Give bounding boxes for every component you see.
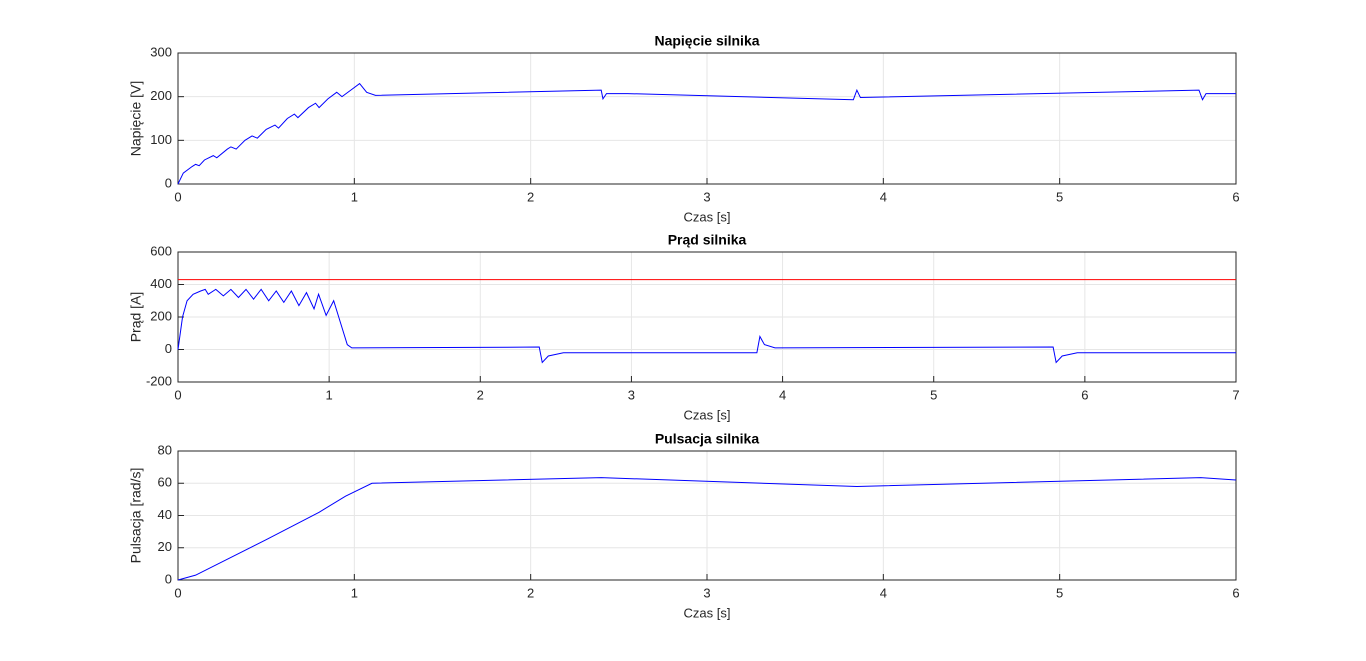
- x-tick-label: 5: [1056, 189, 1063, 204]
- x-tick-label: 1: [351, 585, 358, 600]
- x-tick-label: 4: [880, 189, 887, 204]
- x-tick-label: 2: [527, 585, 534, 600]
- y-tick-label: 80: [158, 442, 172, 457]
- x-axis-label: Czas [s]: [684, 605, 731, 620]
- y-tick-label: 20: [158, 539, 172, 554]
- x-tick-label: 6: [1081, 387, 1088, 402]
- data-line: [177, 477, 1237, 581]
- axes-box: [177, 251, 1237, 383]
- x-tick-label: 5: [1056, 585, 1063, 600]
- axes-box: [177, 52, 1237, 185]
- y-axis-label: Pulsacja [rad/s]: [128, 468, 144, 564]
- x-tick-label: 6: [1232, 189, 1239, 204]
- data-line: [177, 82, 1236, 185]
- x-tick-label: 4: [880, 585, 887, 600]
- chart-title: Prąd silnika: [668, 232, 747, 248]
- chart-title: Napięcie silnika: [654, 33, 759, 49]
- y-tick-label: 400: [150, 276, 172, 291]
- axes-box: [177, 450, 1237, 581]
- y-tick-label: 0: [165, 341, 172, 356]
- y-axis-label: Prąd [A]: [128, 292, 144, 343]
- x-tick-label: 5: [930, 387, 937, 402]
- x-axis-label: Czas [s]: [684, 407, 731, 422]
- y-tick-label: -200: [146, 373, 172, 388]
- y-tick-label: 60: [158, 475, 172, 490]
- y-tick-label: 0: [165, 175, 172, 190]
- x-tick-label: 1: [326, 387, 333, 402]
- x-tick-label: 0: [174, 585, 181, 600]
- y-tick-label: 100: [150, 132, 172, 147]
- x-tick-label: 2: [527, 189, 534, 204]
- y-tick-label: 600: [150, 243, 172, 258]
- x-tick-label: 6: [1232, 585, 1239, 600]
- x-tick-label: 1: [351, 189, 358, 204]
- x-tick-label: 0: [174, 387, 181, 402]
- y-tick-label: 200: [150, 308, 172, 323]
- x-tick-label: 3: [628, 387, 635, 402]
- x-axis-label: Czas [s]: [684, 209, 731, 224]
- x-tick-label: 3: [703, 585, 710, 600]
- y-tick-label: 200: [150, 88, 172, 103]
- chart-title: Pulsacja silnika: [655, 431, 759, 447]
- x-tick-label: 2: [477, 387, 484, 402]
- x-tick-label: 4: [779, 387, 786, 402]
- y-tick-label: 0: [165, 571, 172, 586]
- y-axis-label: Napięcie [V]: [128, 81, 144, 156]
- y-tick-label: 300: [150, 44, 172, 59]
- x-tick-label: 3: [703, 189, 710, 204]
- y-tick-label: 40: [158, 507, 172, 522]
- x-tick-label: 0: [174, 189, 181, 204]
- data-line: [177, 288, 1236, 364]
- x-tick-label: 7: [1232, 387, 1239, 402]
